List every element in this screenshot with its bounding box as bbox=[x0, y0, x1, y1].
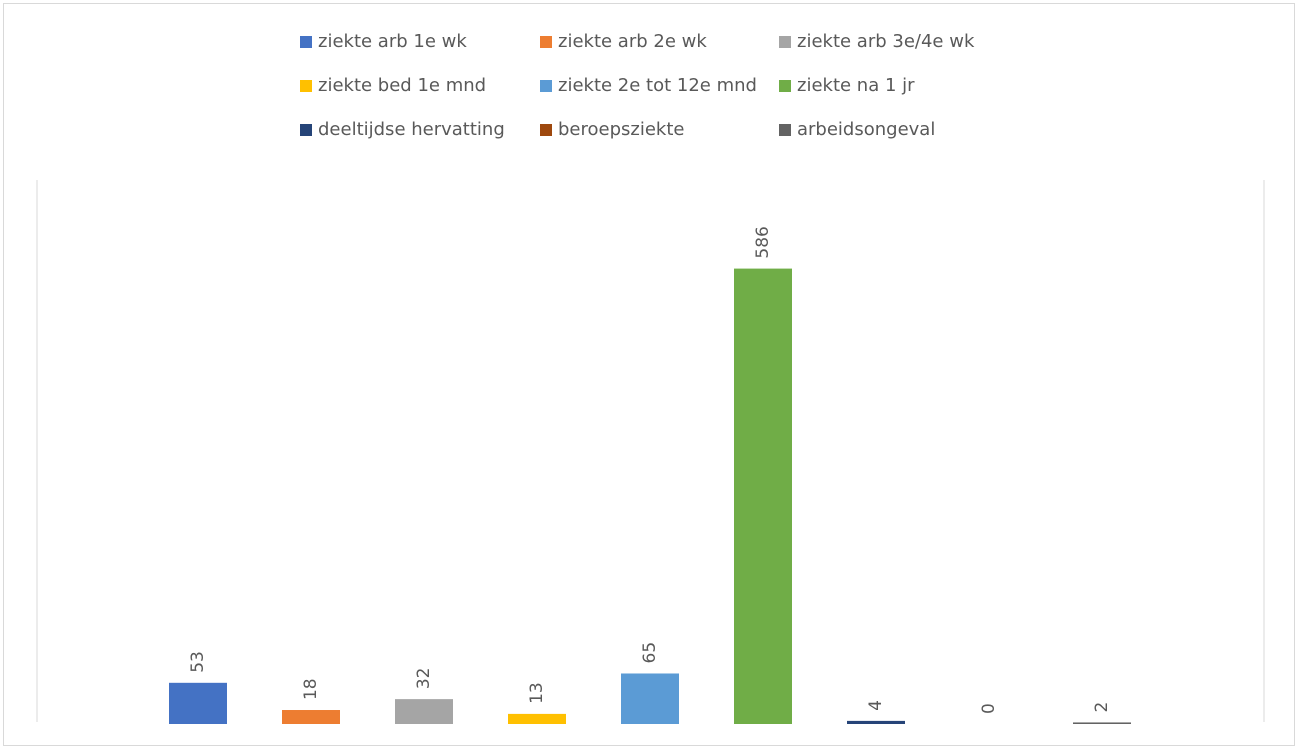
legend-label: beroepsziekte bbox=[558, 119, 684, 140]
legend-label: ziekte arb 3e/4e wk bbox=[797, 31, 975, 52]
legend-swatch bbox=[779, 80, 791, 92]
bar bbox=[847, 720, 905, 724]
legend-swatch bbox=[300, 124, 312, 136]
legend-swatch bbox=[779, 124, 791, 136]
legend-label: ziekte na 1 jr bbox=[797, 75, 915, 96]
bar bbox=[282, 710, 340, 724]
legend-label: ziekte 2e tot 12e mnd bbox=[558, 75, 757, 96]
legend-label: ziekte bed 1e mnd bbox=[318, 75, 486, 96]
bar bbox=[1073, 722, 1131, 724]
legend-label: ziekte arb 1e wk bbox=[318, 31, 467, 52]
data-label: 4 bbox=[866, 700, 886, 711]
data-label: 65 bbox=[640, 642, 660, 664]
data-label: 2 bbox=[1092, 702, 1112, 713]
legend-swatch bbox=[540, 124, 552, 136]
chart-border bbox=[3, 3, 1295, 746]
legend-label: ziekte arb 2e wk bbox=[558, 31, 707, 52]
data-label: 13 bbox=[527, 682, 547, 704]
legend-label: arbeidsongeval bbox=[797, 119, 935, 140]
bar bbox=[395, 699, 453, 724]
legend-swatch bbox=[540, 36, 552, 48]
bar bbox=[169, 682, 227, 724]
bar bbox=[734, 268, 792, 724]
data-label: 53 bbox=[188, 651, 208, 673]
bar bbox=[621, 673, 679, 724]
bar bbox=[508, 713, 566, 724]
legend-swatch bbox=[779, 36, 791, 48]
data-label: 0 bbox=[979, 703, 999, 714]
data-label: 586 bbox=[753, 226, 773, 258]
legend-swatch bbox=[300, 36, 312, 48]
legend-label: deeltijdse hervatting bbox=[318, 119, 505, 140]
data-label: 32 bbox=[414, 667, 434, 689]
legend-swatch bbox=[540, 80, 552, 92]
data-label: 18 bbox=[301, 678, 321, 700]
legend-swatch bbox=[300, 80, 312, 92]
